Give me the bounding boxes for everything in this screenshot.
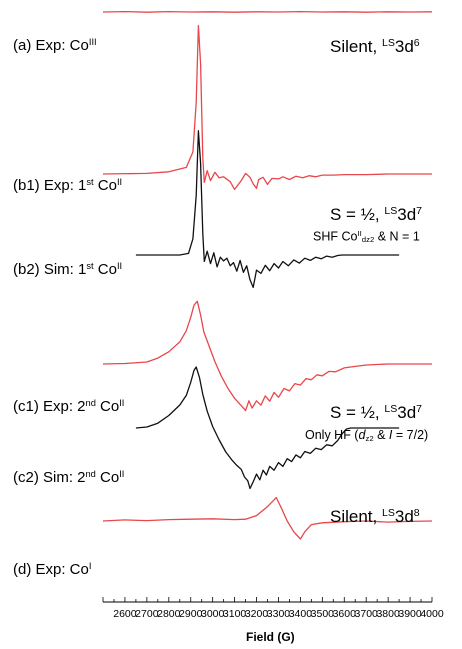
trace-b2 xyxy=(135,130,400,289)
annotation-spin-1-sup: LS xyxy=(384,205,398,218)
spectrum-traces xyxy=(102,10,433,540)
trace-label-c1: (c1) Exp: 2nd CoII xyxy=(13,398,125,416)
x-tick-label: 2800 xyxy=(157,608,181,620)
annotation-shf-sup: II xyxy=(357,229,362,238)
trace-label-a-text: (a) Exp: Co xyxy=(13,37,89,55)
annotation-hf-sub: z2 xyxy=(365,433,374,443)
annotation-hf-tail: = 7/2) xyxy=(392,428,429,442)
trace-label-c2-text: (c2) Sim: 2 xyxy=(13,469,86,487)
trace-label-c2-mid: Co xyxy=(95,469,120,487)
x-tick-label: 3100 xyxy=(223,608,247,620)
annotation-hf: Only HF (dz2 & I = 7/2) xyxy=(305,429,428,443)
trace-c2 xyxy=(135,366,400,490)
x-tick-label: 3000 xyxy=(201,608,225,620)
annotation-hf-i: I xyxy=(388,428,393,442)
trace-label-c2-ord: nd xyxy=(85,469,96,479)
annotation-silent-3d6-sup2: 6 xyxy=(413,37,420,50)
x-axis-title: Field (G) xyxy=(246,630,295,644)
annotation-spin-1-sup2: 7 xyxy=(416,205,423,218)
trace-label-c1-ord: nd xyxy=(85,398,96,408)
trace-label-d: (d) Exp: CoI xyxy=(13,561,92,579)
annotation-silent-3d6: Silent, LS3d6 xyxy=(330,38,420,55)
x-tick-label: 4000 xyxy=(420,608,444,620)
annotation-silent-3d8-sup2: 8 xyxy=(413,507,420,520)
annotation-shf-tail: & N = 1 xyxy=(374,229,420,244)
trace-label-c1-sup: II xyxy=(119,398,125,408)
trace-label-b2-text: (b2) Sim: 1 xyxy=(13,261,87,279)
trace-label-a-sup: III xyxy=(88,37,97,47)
annotation-spin-1-text: S = ½, xyxy=(330,205,385,224)
annotation-spin-2-text: S = ½, xyxy=(330,403,385,422)
trace-label-b1-sup: II xyxy=(116,177,123,187)
annotation-hf-d: d xyxy=(358,428,366,442)
annotation-spin-1: S = ½, LS3d7 xyxy=(330,206,422,223)
trace-label-c2: (c2) Sim: 2nd CoII xyxy=(13,469,125,487)
annotation-hf-mid: & xyxy=(373,428,389,442)
annotation-silent-3d6-text: Silent, xyxy=(330,37,382,56)
x-tick-label: 3700 xyxy=(355,608,379,620)
annotation-silent-3d6-tail: 3d xyxy=(394,37,414,56)
annotation-spin-2: S = ½, LS3d7 xyxy=(330,404,422,421)
annotation-silent-3d8-sup: LS xyxy=(381,507,395,520)
annotation-silent-3d6-sup: LS xyxy=(381,37,395,50)
x-tick-label: 2700 xyxy=(135,608,159,620)
trace-label-b2-sup: II xyxy=(116,261,123,271)
x-tick-label: 2900 xyxy=(179,608,203,620)
trace-d xyxy=(102,496,433,540)
trace-b1 xyxy=(102,24,432,191)
trace-label-a: (a) Exp: CoIII xyxy=(13,37,97,55)
annotation-spin-2-tail: 3d xyxy=(397,403,417,422)
annotation-shf: SHF CoIIdz2 & N = 1 xyxy=(313,230,420,244)
annotation-silent-3d8-text: Silent, xyxy=(330,507,382,526)
annotation-silent-3d8: Silent, LS3d8 xyxy=(330,508,420,525)
x-axis: 2600270028002900300031003200330034003500… xyxy=(102,597,444,620)
x-tick-label: 3200 xyxy=(245,608,269,620)
trace-label-d-sup: I xyxy=(88,561,92,571)
trace-label-d-text: (d) Exp: Co xyxy=(13,561,89,579)
trace-label-b1-text: (b1) Exp: 1 xyxy=(13,177,87,195)
trace-label-b1: (b1) Exp: 1st CoII xyxy=(13,177,123,195)
trace-label-b1-mid: Co xyxy=(93,177,117,195)
trace-label-b2: (b2) Sim: 1st CoII xyxy=(13,261,123,279)
annotation-shf-text: SHF Co xyxy=(313,229,358,244)
annotation-spin-2-sup2: 7 xyxy=(416,403,423,416)
x-tick-label: 3500 xyxy=(311,608,335,620)
x-tick-label: 3800 xyxy=(376,608,400,620)
x-tick-label: 3300 xyxy=(267,608,291,620)
x-tick-label: 2600 xyxy=(113,608,137,620)
trace-label-c2-sup: II xyxy=(119,469,125,479)
annotation-spin-2-sup: LS xyxy=(384,403,398,416)
x-tick-label: 3400 xyxy=(289,608,313,620)
trace-label-b1-ord: st xyxy=(86,177,94,187)
annotation-spin-1-tail: 3d xyxy=(397,205,417,224)
trace-label-b2-mid: Co xyxy=(93,261,117,279)
trace-label-c1-mid: Co xyxy=(95,398,120,416)
trace-c1 xyxy=(102,300,432,412)
trace-label-b2-ord: st xyxy=(86,261,94,271)
annotation-silent-3d8-tail: 3d xyxy=(394,507,414,526)
x-tick-label: 3900 xyxy=(398,608,422,620)
trace-a xyxy=(102,10,433,13)
x-tick-label: 3600 xyxy=(333,608,357,620)
annotation-shf-sub: dz2 xyxy=(361,235,375,245)
annotation-hf-pre: Only HF ( xyxy=(305,428,359,442)
trace-label-c1-text: (c1) Exp: 2 xyxy=(13,398,86,416)
